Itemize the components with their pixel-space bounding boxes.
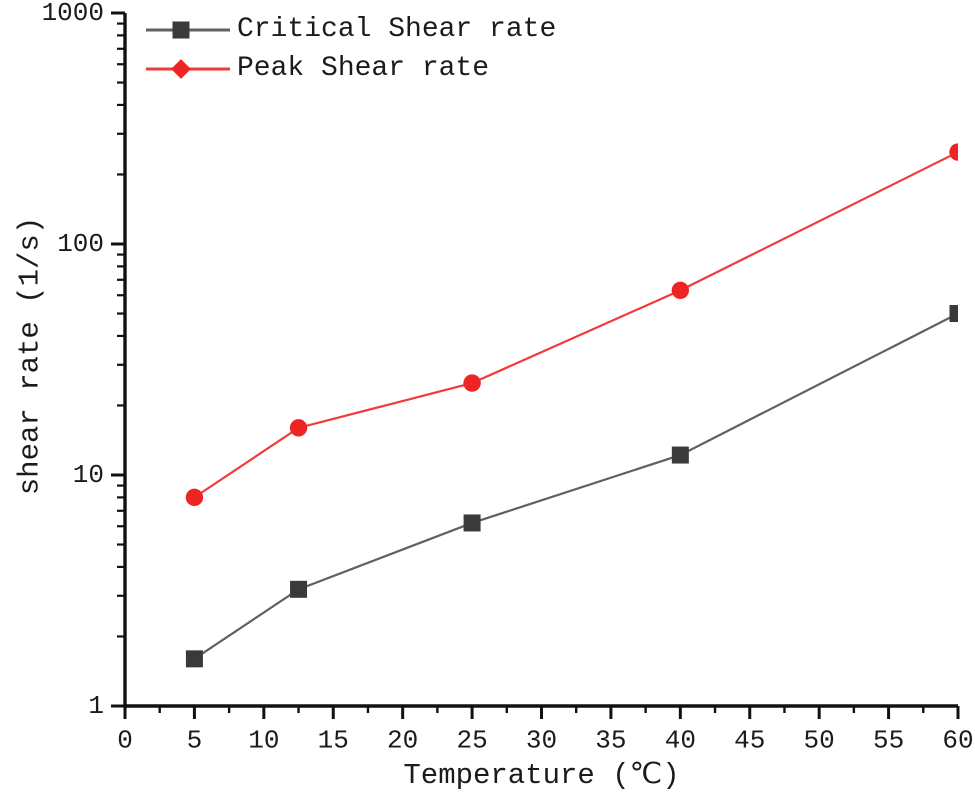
data-point-marker (185, 650, 203, 668)
legend-label-critical: Critical Shear rate (237, 13, 557, 45)
legend-item-critical: Critical Shear rate (146, 10, 556, 49)
y-tick-label: 1 (88, 691, 104, 721)
square-marker-icon (172, 21, 190, 38)
diamond-marker-icon (171, 58, 191, 79)
data-point-marker (949, 143, 958, 161)
data-point-marker (185, 488, 204, 507)
x-tick-label: 50 (804, 726, 835, 756)
data-point-marker (463, 514, 481, 532)
y-tick-label: 1000 (42, 0, 104, 28)
legend-label-peak: Peak Shear rate (237, 52, 490, 84)
data-point-marker (671, 446, 689, 464)
x-tick-label: 55 (873, 726, 904, 756)
x-axis-title: Temperature (℃) (403, 759, 680, 792)
x-tick-label: 60 (942, 726, 973, 756)
data-point-marker (289, 419, 308, 437)
y-tick-label: 10 (73, 460, 104, 490)
data-point-marker (949, 305, 958, 323)
data-point-marker (463, 374, 481, 392)
data-point-marker (671, 281, 690, 300)
legend-swatch-peak (146, 58, 230, 80)
x-tick-label: 10 (248, 726, 279, 756)
x-tick-label: 35 (595, 726, 626, 756)
series-line-0 (193, 312, 958, 660)
x-tick-label: 15 (318, 726, 349, 756)
series-1 (185, 143, 958, 507)
legend-swatch-critical (146, 19, 230, 41)
x-tick-label: 20 (387, 726, 418, 756)
series-line-1 (193, 151, 958, 499)
legend: Critical Shear rate Peak Shear rate (146, 10, 556, 88)
x-tick-label: 40 (665, 726, 696, 756)
x-tick-label: 0 (117, 726, 133, 756)
x-tick-label: 5 (187, 726, 203, 756)
data-point-marker (290, 580, 308, 598)
y-axis-title: shear rate (1/s) (13, 216, 47, 496)
legend-item-peak: Peak Shear rate (146, 49, 556, 88)
x-tick-label: 30 (526, 726, 557, 756)
y-tick-label: 100 (57, 229, 104, 259)
series-0 (185, 305, 958, 668)
x-tick-label: 25 (456, 726, 487, 756)
x-tick-label: 45 (734, 726, 765, 756)
